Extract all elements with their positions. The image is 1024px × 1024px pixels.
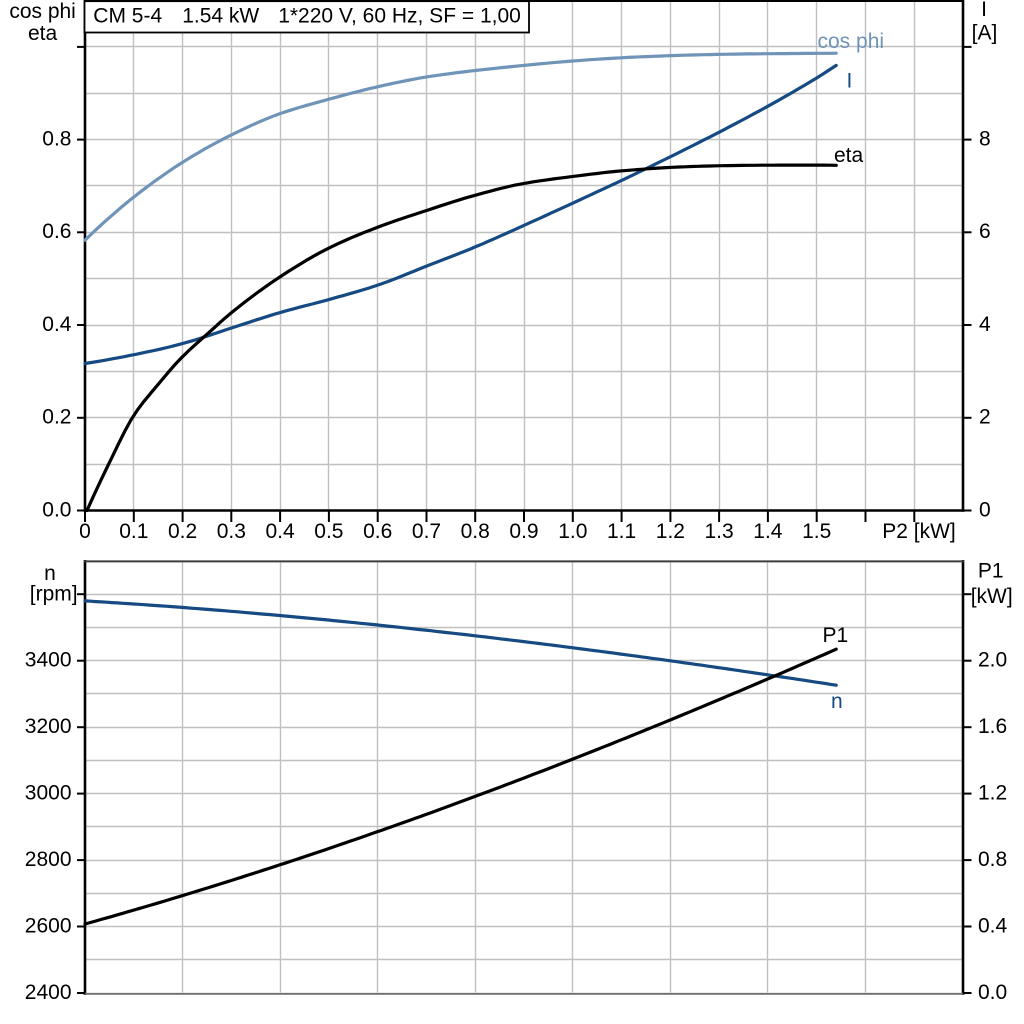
svg-text:0: 0 xyxy=(979,498,991,521)
svg-text:3000: 3000 xyxy=(25,781,72,804)
svg-text:0: 0 xyxy=(79,520,91,543)
svg-text:3200: 3200 xyxy=(25,715,72,738)
svg-text:n: n xyxy=(831,690,843,713)
svg-text:0.6: 0.6 xyxy=(363,520,392,543)
svg-text:I: I xyxy=(981,0,987,21)
svg-text:0.6: 0.6 xyxy=(42,220,71,243)
svg-text:n: n xyxy=(44,562,56,585)
svg-text:[A]: [A] xyxy=(972,22,998,45)
svg-text:1.2: 1.2 xyxy=(656,520,685,543)
svg-text:[kW]: [kW] xyxy=(971,585,1013,608)
svg-text:4: 4 xyxy=(979,313,991,336)
svg-text:0.8: 0.8 xyxy=(978,848,1007,871)
svg-text:0.2: 0.2 xyxy=(168,520,197,543)
svg-text:0.8: 0.8 xyxy=(42,127,71,150)
svg-text:1*220 V, 60 Hz, SF = 1,00: 1*220 V, 60 Hz, SF = 1,00 xyxy=(278,4,521,27)
svg-text:0.4: 0.4 xyxy=(978,914,1008,937)
svg-text:cos phi: cos phi xyxy=(818,30,885,53)
svg-text:0.0: 0.0 xyxy=(42,498,71,521)
svg-text:P1: P1 xyxy=(978,559,1004,582)
svg-text:P2 [kW]: P2 [kW] xyxy=(882,520,956,543)
svg-text:1.2: 1.2 xyxy=(978,781,1007,804)
svg-text:CM 5-4: CM 5-4 xyxy=(93,4,162,27)
svg-text:3400: 3400 xyxy=(25,649,72,672)
svg-text:0.2: 0.2 xyxy=(42,406,71,429)
svg-text:0.0: 0.0 xyxy=(978,981,1007,1004)
svg-text:2.0: 2.0 xyxy=(978,649,1007,672)
svg-text:1.3: 1.3 xyxy=(704,520,733,543)
svg-text:0.3: 0.3 xyxy=(217,520,246,543)
svg-text:P1: P1 xyxy=(823,624,849,647)
svg-text:2600: 2600 xyxy=(25,914,72,937)
svg-text:0.4: 0.4 xyxy=(42,313,72,336)
svg-text:cos phi: cos phi xyxy=(9,0,76,23)
svg-text:1.5: 1.5 xyxy=(802,520,831,543)
svg-text:2400: 2400 xyxy=(25,981,72,1004)
svg-text:0.7: 0.7 xyxy=(412,520,441,543)
svg-text:1.4: 1.4 xyxy=(753,520,783,543)
svg-text:0.1: 0.1 xyxy=(119,520,148,543)
svg-text:I: I xyxy=(847,70,853,93)
svg-text:2800: 2800 xyxy=(25,848,72,871)
svg-text:eta: eta xyxy=(834,144,864,167)
svg-text:8: 8 xyxy=(979,127,991,150)
svg-text:0.9: 0.9 xyxy=(509,520,538,543)
svg-text:1.1: 1.1 xyxy=(607,520,636,543)
svg-text:1.6: 1.6 xyxy=(978,715,1007,738)
svg-text:0.4: 0.4 xyxy=(265,520,295,543)
svg-text:1.54 kW: 1.54 kW xyxy=(182,4,259,27)
svg-text:2: 2 xyxy=(979,406,991,429)
svg-text:[rpm]: [rpm] xyxy=(30,583,78,606)
svg-text:eta: eta xyxy=(28,22,58,45)
svg-text:1.0: 1.0 xyxy=(558,520,587,543)
svg-text:6: 6 xyxy=(979,220,991,243)
svg-text:0.8: 0.8 xyxy=(461,520,490,543)
svg-text:0.5: 0.5 xyxy=(314,520,343,543)
